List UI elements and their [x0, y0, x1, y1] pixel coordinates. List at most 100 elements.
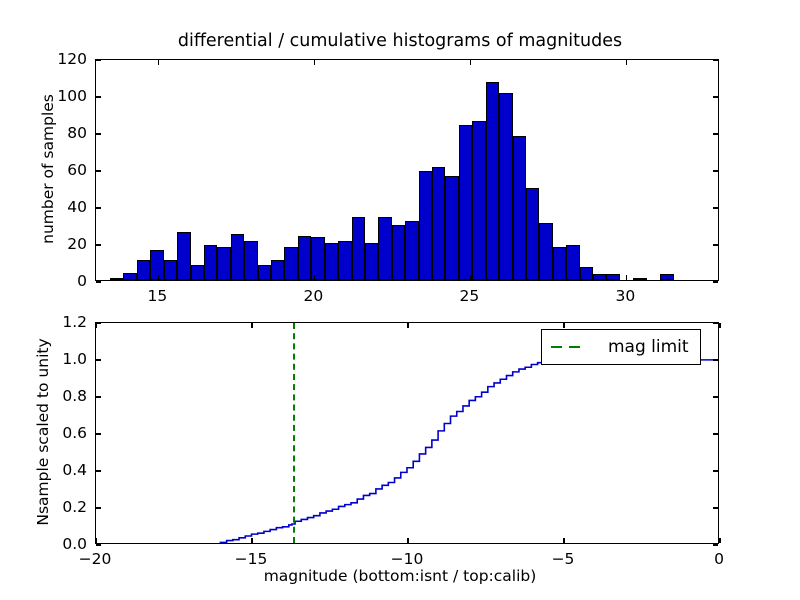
histogram-y-tick	[713, 96, 718, 98]
mag-limit-dashed-swatch-icon	[551, 346, 595, 349]
cumulative-y-tick	[713, 544, 718, 546]
histogram-y-tick	[713, 244, 718, 246]
cumulative-y-tick	[713, 322, 718, 324]
cumulative-x-tick	[407, 323, 409, 328]
cumulative-y-tick	[713, 470, 718, 472]
mag-limit-line	[292, 323, 295, 543]
histogram-bar	[458, 124, 473, 280]
histogram-y-tick	[96, 59, 101, 61]
histogram-bar	[552, 246, 567, 280]
histogram-bar	[405, 220, 419, 280]
histogram-bar	[606, 274, 620, 280]
histogram-bar	[203, 244, 218, 280]
histogram-bar	[257, 265, 272, 280]
histogram-y-tick-label: 80	[67, 124, 87, 142]
cumulative-y-tick	[96, 507, 101, 509]
cumulative-x-tick	[407, 538, 409, 543]
cumulative-x-tick	[719, 538, 721, 543]
histogram-y-tick	[96, 170, 101, 172]
histogram-bar	[230, 233, 245, 280]
histogram-x-tick-label: 20	[303, 287, 324, 305]
histogram-y-tick-label: 60	[67, 161, 87, 179]
histogram-bar	[660, 274, 674, 280]
histogram-bar	[432, 167, 446, 280]
cumulative-y-tick	[96, 359, 101, 361]
cumulative-x-tick	[95, 538, 97, 543]
histogram-y-tick	[713, 133, 718, 135]
histogram-bar	[311, 237, 325, 280]
histogram-bar	[364, 243, 379, 280]
histogram-bar	[633, 278, 647, 280]
histogram-x-tick	[625, 275, 627, 280]
cumulative-x-tick-label: −5	[551, 550, 575, 568]
histogram-bar	[579, 267, 593, 280]
cumulative-y-tick-label: 0.2	[62, 498, 87, 516]
histogram-bar	[284, 246, 298, 280]
cumulative-x-tick	[719, 323, 721, 328]
histogram-bar	[499, 93, 513, 280]
histogram-bar	[445, 176, 459, 280]
histogram-plot-area	[96, 60, 718, 280]
histogram-bar	[163, 259, 178, 280]
cumulative-y-tick	[96, 322, 101, 324]
histogram-y-tick	[713, 170, 718, 172]
cumulative-x-tick-label: −20	[78, 550, 112, 568]
histogram-y-tick	[96, 207, 101, 209]
histogram-bar	[190, 265, 204, 280]
histogram-bar	[177, 231, 191, 280]
cumulative-x-tick-label: −15	[234, 550, 268, 568]
cumulative-y-tick	[713, 507, 718, 509]
histogram-bar	[324, 243, 339, 280]
histogram-y-tick	[96, 244, 101, 246]
histogram-y-tick	[713, 281, 718, 283]
legend[interactable]: mag limit	[541, 329, 701, 365]
histogram-x-tick	[157, 60, 159, 65]
cumulative-plot-area	[96, 323, 718, 543]
histogram-x-tick	[313, 275, 315, 280]
histogram-x-tick	[157, 275, 159, 280]
histogram-bar	[418, 170, 432, 280]
histogram-y-tick	[713, 207, 718, 209]
histogram-bar	[110, 278, 124, 280]
histogram-y-tick-label: 20	[67, 235, 87, 253]
histogram-x-tick-label: 30	[615, 287, 636, 305]
cumulative-x-tick	[563, 323, 565, 328]
histogram-y-tick-label: 100	[57, 87, 87, 105]
histogram-y-tick	[96, 96, 101, 98]
histogram-bar	[136, 259, 151, 280]
cumulative-y-tick-label: 0.8	[62, 387, 87, 405]
histogram-x-tick	[625, 60, 627, 65]
histogram-x-tick	[313, 60, 315, 65]
histogram-bar	[123, 272, 137, 280]
cumulative-x-tick	[563, 538, 565, 543]
cumulative-y-tick	[713, 433, 718, 435]
histogram-y-tick-label: 40	[67, 198, 87, 216]
histogram-bar	[244, 241, 258, 280]
cumulative-y-tick	[96, 433, 101, 435]
cumulative-y-tick-label: 0.0	[62, 535, 87, 553]
cumulative-y-tick-label: 1.0	[62, 350, 87, 368]
cumulative-y-tick-label: 1.2	[62, 313, 87, 331]
histogram-bar	[593, 274, 607, 280]
histogram-bar	[472, 120, 486, 280]
cumulative-y-tick-label: 0.6	[62, 424, 87, 442]
cumulative-y-tick	[713, 359, 718, 361]
histogram-bar	[566, 244, 580, 280]
histogram-axes	[95, 59, 719, 283]
histogram-bar	[539, 222, 553, 280]
histogram-y-tick	[96, 133, 101, 135]
cumulative-y-tick	[96, 544, 101, 546]
cumulative-x-tick	[95, 323, 97, 328]
histogram-y-tick-label: 0	[77, 272, 87, 290]
cumulative-curve	[219, 359, 718, 543]
histogram-x-tick-label: 25	[459, 287, 480, 305]
cumulative-y-tick	[96, 470, 101, 472]
histogram-bar	[391, 224, 406, 280]
histogram-bar	[512, 135, 526, 280]
histogram-y-tick	[713, 59, 718, 61]
histogram-bar	[485, 82, 500, 280]
cumulative-y-tick	[96, 396, 101, 398]
histogram-y-tick	[96, 281, 101, 283]
histogram-y-tick-label: 120	[57, 50, 87, 68]
